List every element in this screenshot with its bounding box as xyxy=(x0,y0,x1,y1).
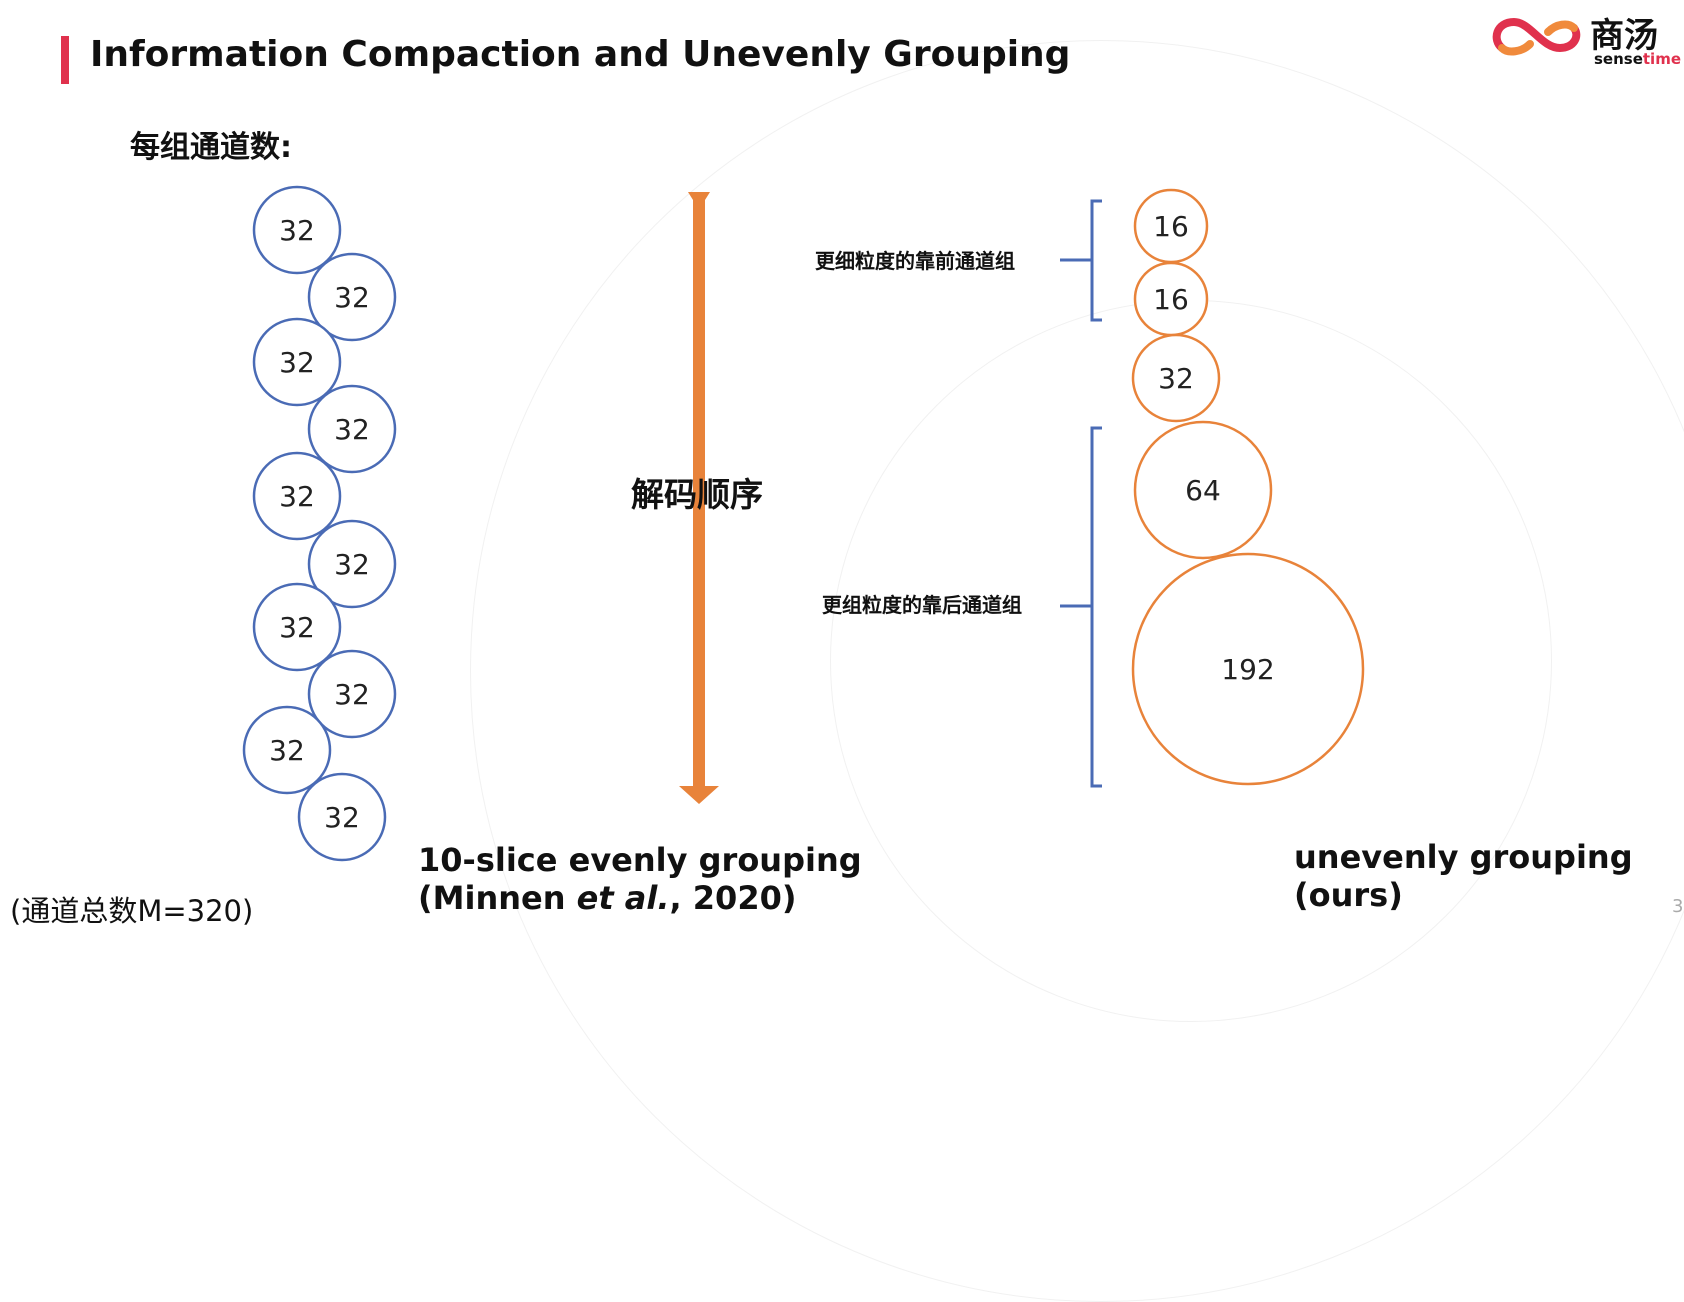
left-caption-suffix: , 2020) xyxy=(669,879,797,917)
even-group-circle-label: 32 xyxy=(334,281,370,314)
uneven-group-circle xyxy=(1131,552,1365,786)
logo-chinese-name: 商汤 xyxy=(1590,16,1658,56)
uneven-group-circle-label: 32 xyxy=(1158,362,1194,395)
even-group-circle-label: 32 xyxy=(279,214,315,247)
left-caption: 10-slice evenly grouping (Minnen et al.,… xyxy=(418,841,862,917)
even-group-circle-label: 32 xyxy=(334,413,370,446)
bracket-bottom-label: 更组粒度的靠后通道组 xyxy=(822,593,1022,617)
bracket-top-label: 更细粒度的靠前通道组 xyxy=(815,249,1015,273)
right-caption: unevenly grouping (ours) xyxy=(1294,838,1633,914)
left-caption-line1: 10-slice evenly grouping xyxy=(418,841,862,879)
even-group-circle-label: 32 xyxy=(279,346,315,379)
uneven-group-circle-label: 16 xyxy=(1153,210,1189,243)
grouping-diagram: 32 32 32 32 32 32 32 32 32 32 解码顺序 更细粒度的靠前通道组 更组粒… xyxy=(242,185,1365,862)
uneven-group-circle xyxy=(1133,420,1273,560)
uneven-group-circle-label: 16 xyxy=(1153,283,1189,316)
uneven-group-circle-label: 192 xyxy=(1221,653,1274,686)
even-group-circle xyxy=(297,772,387,862)
uneven-group-circle-label: 64 xyxy=(1185,474,1221,507)
even-group-circle-label: 32 xyxy=(279,480,315,513)
even-group-circle xyxy=(307,384,397,474)
page-number: 3 xyxy=(1672,896,1684,917)
logo-english-name: sensetime xyxy=(1594,50,1681,68)
even-group-circle xyxy=(307,519,397,609)
subtitle-channels-per-group: 每组通道数: xyxy=(130,130,292,165)
infinity-logo-icon xyxy=(1492,17,1581,56)
left-caption-line2: (Minnen et al., 2020) xyxy=(418,879,862,917)
arrow-head xyxy=(679,786,719,804)
even-group-circle xyxy=(252,185,342,275)
even-group-circle xyxy=(307,252,397,342)
even-group-circle-label: 32 xyxy=(324,801,360,834)
slide-title: Information Compaction and Unevenly Grou… xyxy=(90,34,1071,75)
logo-english-prefix: sense xyxy=(1594,50,1643,68)
even-group-circle xyxy=(252,582,342,672)
down-arrow-icon xyxy=(679,192,719,804)
left-caption-prefix: (Minnen xyxy=(418,879,577,917)
bracket-top xyxy=(1060,199,1102,322)
even-group-circle xyxy=(242,705,332,795)
title-accent-bar xyxy=(61,36,69,84)
right-caption-line2: (ours) xyxy=(1294,876,1403,914)
even-group-circle xyxy=(252,317,342,407)
even-group-circle-label: 32 xyxy=(269,734,305,767)
even-group-circle xyxy=(307,649,397,739)
even-group-circle-label: 32 xyxy=(334,678,370,711)
arrow-label: 解码顺序 xyxy=(631,475,763,514)
arrow-shaft xyxy=(688,192,710,790)
logo-english-suffix: time xyxy=(1642,50,1682,68)
even-group-circle-label: 32 xyxy=(334,548,370,581)
even-group-circle xyxy=(252,451,342,541)
total-channels-footnote: (通道总数M=320) xyxy=(10,894,254,928)
left-caption-italic: et al. xyxy=(576,879,670,917)
even-group-circle-label: 32 xyxy=(279,611,315,644)
right-caption-line1: unevenly grouping xyxy=(1294,838,1633,876)
sensetime-logo: 商汤 sensetime xyxy=(1490,6,1681,68)
uneven-group-circle xyxy=(1131,333,1221,423)
bracket-bottom xyxy=(1060,426,1102,788)
